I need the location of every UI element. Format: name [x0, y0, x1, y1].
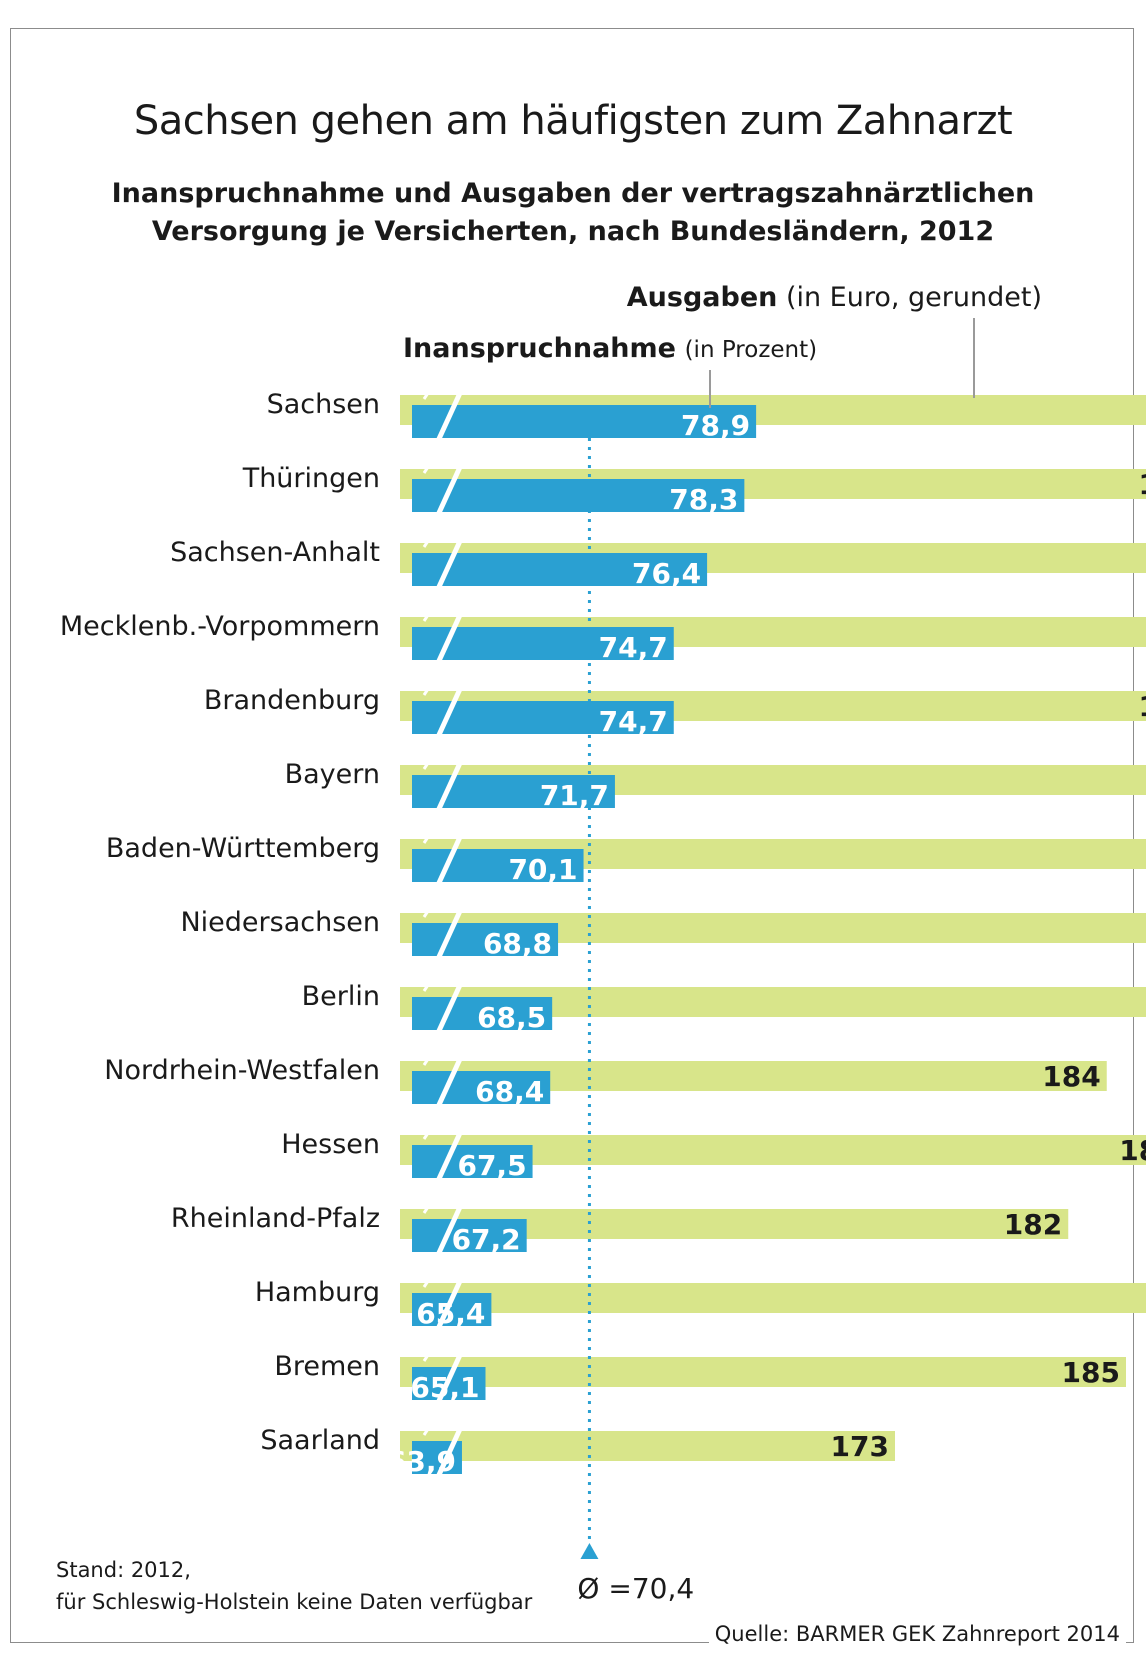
- source-note: Quelle: BARMER GEK Zahnreport 2014: [708, 1620, 1126, 1648]
- ausgaben-value-label: 189: [1139, 468, 1146, 501]
- category-label: Thüringen: [242, 463, 380, 494]
- inanspruchnahme-value-label: 70,1: [508, 853, 577, 886]
- axis-break-mark: [422, 1428, 430, 1436]
- axis-break-mark: [422, 1206, 430, 1214]
- inanspruchnahme-bar: [412, 1219, 527, 1252]
- inanspruchnahme-value-label: 65,1: [410, 1371, 479, 1404]
- chart-title: Sachsen gehen am häufigsten zum Zahnarzt: [133, 98, 1013, 144]
- inanspruchnahme-bar: [412, 553, 708, 586]
- footnote: Stand: 2012, für Schleswig-Holstein kein…: [56, 1554, 532, 1618]
- ausgaben-value-label: 184: [1042, 1060, 1100, 1093]
- ausgaben-value-label: 182: [1004, 1208, 1062, 1241]
- ausgaben-value-label: 185: [1062, 1356, 1120, 1389]
- inanspruchnahme-value-label: 63,9: [387, 1445, 456, 1478]
- category-label: Baden-Württemberg: [106, 833, 380, 864]
- chart-subtitle: Inanspruchnahme und Ausgaben der vertrag…: [0, 175, 1146, 251]
- legend-ausgaben-note: (in Euro, gerundet): [785, 282, 1042, 313]
- inanspruchnahme-bar: [412, 923, 559, 956]
- inanspruchnahme-bar: [412, 1071, 551, 1104]
- axis-break-mark: [435, 761, 463, 813]
- axis-break-mark: [435, 1353, 463, 1405]
- axis-break-mark: [435, 1279, 463, 1331]
- category-label: Rheinland-Pfalz: [171, 1203, 380, 1234]
- axis-break-mark: [422, 1280, 430, 1288]
- inanspruchnahme-bar: [412, 627, 674, 660]
- inanspruchnahme-value-label: 68,4: [475, 1075, 544, 1108]
- legend-inanspruchnahme: Inanspruchnahme (in Prozent): [403, 333, 817, 364]
- axis-break-mark: [435, 1427, 463, 1479]
- ausgaben-bar: [400, 1357, 1126, 1387]
- category-label: Sachsen: [267, 389, 380, 420]
- axis-break-mark: [422, 1354, 430, 1362]
- axis-break-mark: [435, 1131, 463, 1183]
- axis-break-mark: [422, 762, 430, 770]
- category-label: Hessen: [281, 1129, 380, 1160]
- inanspruchnahme-value-label: 76,4: [632, 557, 701, 590]
- axis-break-mark: [435, 613, 463, 665]
- category-label: Bremen: [274, 1351, 380, 1382]
- axis-break-mark: [422, 466, 430, 474]
- axis-break-mark: [422, 540, 430, 548]
- category-label: Sachsen-Anhalt: [170, 537, 380, 568]
- inanspruchnahme-value-label: 74,7: [599, 631, 668, 664]
- category-label: Berlin: [302, 981, 380, 1012]
- inanspruchnahme-value-label: 65,4: [416, 1297, 485, 1330]
- axis-break-mark: [422, 910, 430, 918]
- subtitle-line-1: Inanspruchnahme und Ausgaben der vertrag…: [111, 178, 1035, 209]
- axis-break-mark: [435, 1057, 463, 1109]
- inanspruchnahme-bar: [412, 997, 553, 1030]
- inanspruchnahme-value-label: 67,5: [457, 1149, 526, 1182]
- legend-inanspruchnahme-label: Inanspruchnahme: [403, 333, 676, 364]
- axis-break-mark: [435, 1205, 463, 1257]
- inanspruchnahme-value-label: 74,7: [599, 705, 668, 738]
- ausgaben-bar: [400, 1431, 895, 1461]
- category-label: Saarland: [260, 1425, 380, 1456]
- axis-break-mark: [422, 1058, 430, 1066]
- axis-break-mark: [422, 688, 430, 696]
- footnote-line-1: Stand: 2012,: [56, 1558, 191, 1582]
- axis-break-mark: [422, 614, 430, 622]
- ausgaben-value-label: 189: [1139, 690, 1146, 723]
- axis-break-mark: [422, 392, 430, 400]
- axis-break-mark: [435, 687, 463, 739]
- category-label: Brandenburg: [204, 685, 380, 716]
- inanspruchnahme-value-label: 67,2: [452, 1223, 521, 1256]
- subtitle-line-2: Versorgung je Versicherten, nach Bundesl…: [151, 216, 995, 247]
- ausgaben-value-label: 188: [1119, 1134, 1146, 1167]
- axis-break-mark: [435, 983, 463, 1035]
- axis-break-mark: [422, 1132, 430, 1140]
- inanspruchnahme-bar: [412, 1145, 533, 1178]
- category-label: Hamburg: [255, 1277, 380, 1308]
- category-label: Mecklenb.-Vorpommern: [60, 611, 380, 642]
- footnote-line-2: für Schleswig-Holstein keine Daten verfü…: [56, 1590, 533, 1614]
- axis-break-mark: [435, 909, 463, 961]
- legend-inanspruchnahme-note: (in Prozent): [684, 337, 818, 363]
- ausgaben-bar: [400, 1283, 1146, 1313]
- average-label-inanspruchnahme: Ø =70,4: [577, 1572, 694, 1605]
- inanspruchnahme-bar: [412, 701, 674, 734]
- average-marker-inanspruchnahme: [580, 1543, 599, 1559]
- legend-ausgaben: Ausgaben (in Euro, gerundet): [627, 282, 1042, 313]
- inanspruchnahme-value-label: 78,3: [669, 483, 738, 516]
- axis-break-mark: [422, 984, 430, 992]
- category-label: Nordrhein-Westfalen: [104, 1055, 380, 1086]
- inanspruchnahme-value-label: 71,7: [540, 779, 609, 812]
- category-label: Bayern: [285, 759, 380, 790]
- ausgaben-value-label: 173: [831, 1430, 889, 1463]
- inanspruchnahme-value-label: 78,9: [681, 409, 750, 442]
- axis-break-mark: [435, 391, 463, 443]
- category-label: Niedersachsen: [180, 907, 380, 938]
- inanspruchnahme-bar: [412, 405, 757, 438]
- inanspruchnahme-value-label: 68,8: [483, 927, 552, 960]
- inanspruchnahme-bar: [412, 479, 745, 512]
- axis-break-mark: [422, 836, 430, 844]
- chart-frame: [10, 28, 1134, 1643]
- legend-ausgaben-label: Ausgaben: [626, 282, 778, 313]
- axis-break-mark: [435, 835, 463, 887]
- axis-break-mark: [435, 539, 463, 591]
- axis-break-mark: [435, 465, 463, 517]
- inanspruchnahme-value-label: 68,5: [477, 1001, 546, 1034]
